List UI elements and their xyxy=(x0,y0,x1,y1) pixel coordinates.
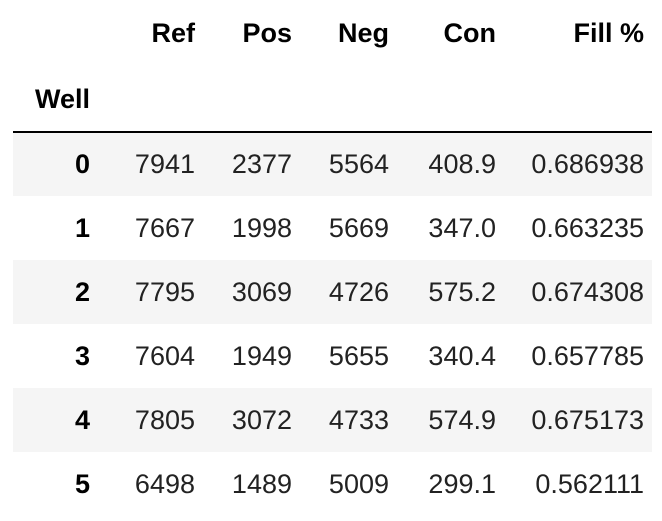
cell-pos: 3072 xyxy=(231,404,292,435)
index-name-blank-cell xyxy=(203,67,300,133)
cell-neg: 4726 xyxy=(328,276,389,307)
cell-ref: 6498 xyxy=(134,468,195,499)
index-name-blank-cell xyxy=(397,67,504,133)
index-name-row: Well xyxy=(13,67,652,133)
dataframe-table: Ref Pos Neg Con Fill % Well 0 7941 2377 … xyxy=(13,0,652,516)
cell-con: 575.2 xyxy=(428,276,496,307)
column-header-row: Ref Pos Neg Con Fill % xyxy=(13,0,652,67)
cell-neg: 5564 xyxy=(328,149,389,179)
row-index: 0 xyxy=(74,149,90,179)
cell-ref: 7795 xyxy=(134,276,195,307)
column-header-fill: Fill % xyxy=(573,18,644,48)
table-row: 4 7805 3072 4733 574.9 0.675173 xyxy=(13,388,652,452)
table-header: Ref Pos Neg Con Fill % Well xyxy=(13,0,652,133)
cell-con: 408.9 xyxy=(428,149,496,179)
cell-pos: 1998 xyxy=(231,212,292,243)
cell-fill: 0.663235 xyxy=(531,212,644,243)
cell-pos: 3069 xyxy=(231,276,292,307)
index-name-blank-cell xyxy=(105,67,203,133)
row-index: 1 xyxy=(74,212,90,243)
header-blank-cell xyxy=(13,0,105,67)
table-body: 0 7941 2377 5564 408.9 0.686938 1 7667 1… xyxy=(13,132,652,516)
cell-ref: 7667 xyxy=(134,212,195,243)
table-row: 0 7941 2377 5564 408.9 0.686938 xyxy=(13,132,652,196)
cell-ref: 7941 xyxy=(134,149,195,179)
cell-pos: 1949 xyxy=(231,340,292,371)
cell-con: 299.1 xyxy=(428,468,496,499)
cell-con: 574.9 xyxy=(428,404,496,435)
cell-pos: 2377 xyxy=(231,149,292,179)
cell-fill: 0.657785 xyxy=(531,340,644,371)
cell-ref: 7805 xyxy=(134,404,195,435)
row-index: 2 xyxy=(74,276,90,307)
index-name-blank-cell xyxy=(300,67,397,133)
cell-neg: 4733 xyxy=(328,404,389,435)
cell-con: 340.4 xyxy=(428,340,496,371)
cell-neg: 5655 xyxy=(328,340,389,371)
row-index: 3 xyxy=(74,340,90,371)
cell-fill: 0.675173 xyxy=(531,404,644,435)
cell-neg: 5669 xyxy=(328,212,389,243)
cell-fill: 0.562111 xyxy=(535,468,644,499)
cell-ref: 7604 xyxy=(134,340,195,371)
column-header-ref: Ref xyxy=(151,18,195,48)
row-index: 5 xyxy=(74,468,90,499)
table-row: 1 7667 1998 5669 347.0 0.663235 xyxy=(13,196,652,260)
cell-neg: 5009 xyxy=(328,468,389,499)
table-row: 3 7604 1949 5655 340.4 0.657785 xyxy=(13,324,652,388)
row-index: 4 xyxy=(74,404,90,435)
column-header-con: Con xyxy=(443,18,496,48)
index-name-label: Well xyxy=(13,67,105,133)
cell-fill: 0.686938 xyxy=(531,149,644,179)
column-header-neg: Neg xyxy=(337,18,389,48)
index-name-blank-cell xyxy=(504,67,652,133)
cell-con: 347.0 xyxy=(428,212,496,243)
table-row: 5 6498 1489 5009 299.1 0.562111 xyxy=(13,452,652,516)
column-header-pos: Pos xyxy=(242,18,292,48)
table-row: 2 7795 3069 4726 575.2 0.674308 xyxy=(13,260,652,324)
cell-fill: 0.674308 xyxy=(531,276,644,307)
cell-pos: 1489 xyxy=(231,468,292,499)
